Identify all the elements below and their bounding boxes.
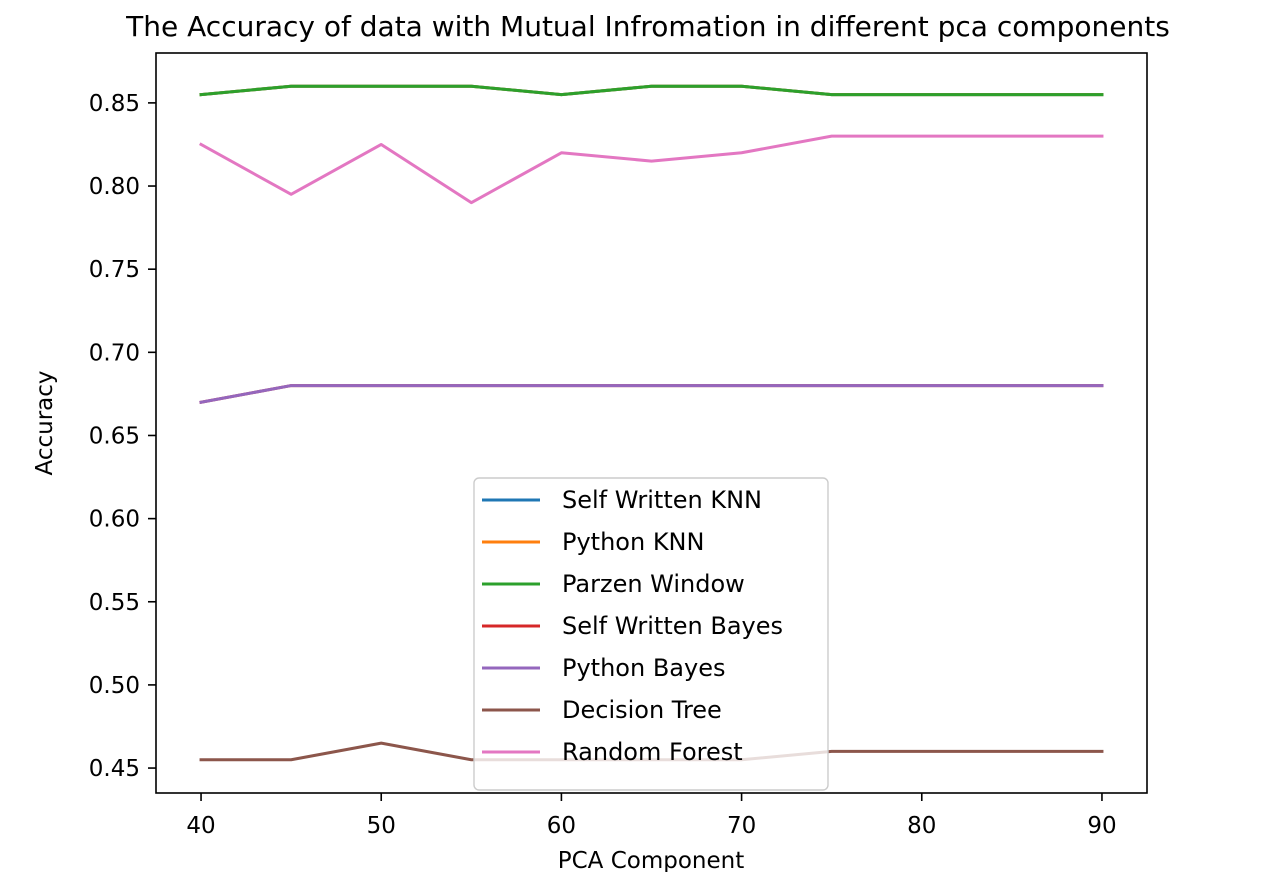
series-line-2 <box>199 84 1104 97</box>
y-tick-label: 0.65 <box>89 423 140 449</box>
legend-label: Python KNN <box>562 528 704 556</box>
x-tick-label: 40 <box>186 813 215 839</box>
legend-label: Python Bayes <box>562 654 725 682</box>
series-line-6 <box>199 134 1104 205</box>
series-line-4 <box>199 384 1104 404</box>
legend-label: Self Written KNN <box>562 486 762 514</box>
legend-label: Parzen Window <box>562 570 745 598</box>
y-tick-label: 0.70 <box>89 340 140 366</box>
legend-label: Self Written Bayes <box>562 612 783 640</box>
y-tick-label: 0.60 <box>89 507 140 533</box>
x-axis-label: PCA Component <box>558 848 745 872</box>
x-tick-label: 50 <box>367 813 396 839</box>
y-tick-label: 0.85 <box>89 91 140 117</box>
x-tick-label: 60 <box>547 813 576 839</box>
y-tick-label: 0.80 <box>89 174 140 200</box>
axes-ticks: 40 50 60 70 80 90 0.45 0.50 0.55 0.60 0.65 0.70 0.75… <box>89 91 1117 839</box>
plot-frame <box>155 52 1148 794</box>
legend-label: Random Forest <box>562 738 743 766</box>
y-tick-label: 0.75 <box>89 257 140 283</box>
y-axis-label: Accuracy <box>32 370 58 475</box>
x-tick-label: 70 <box>727 813 756 839</box>
x-tick-label: 90 <box>1087 813 1116 839</box>
legend: Self Written KNN Python KNN Parzen Window S… <box>473 477 829 791</box>
y-tick-label: 0.45 <box>89 756 140 782</box>
legend-frame <box>473 477 829 791</box>
chart-title: The Accuracy of data with Mutual Infroma… <box>125 10 1170 43</box>
x-tick-label: 80 <box>907 813 936 839</box>
series-line-3 <box>199 384 1104 404</box>
y-tick-label: 0.55 <box>89 590 140 616</box>
legend-label: Decision Tree <box>562 696 722 724</box>
y-tick-label: 0.50 <box>89 673 140 699</box>
